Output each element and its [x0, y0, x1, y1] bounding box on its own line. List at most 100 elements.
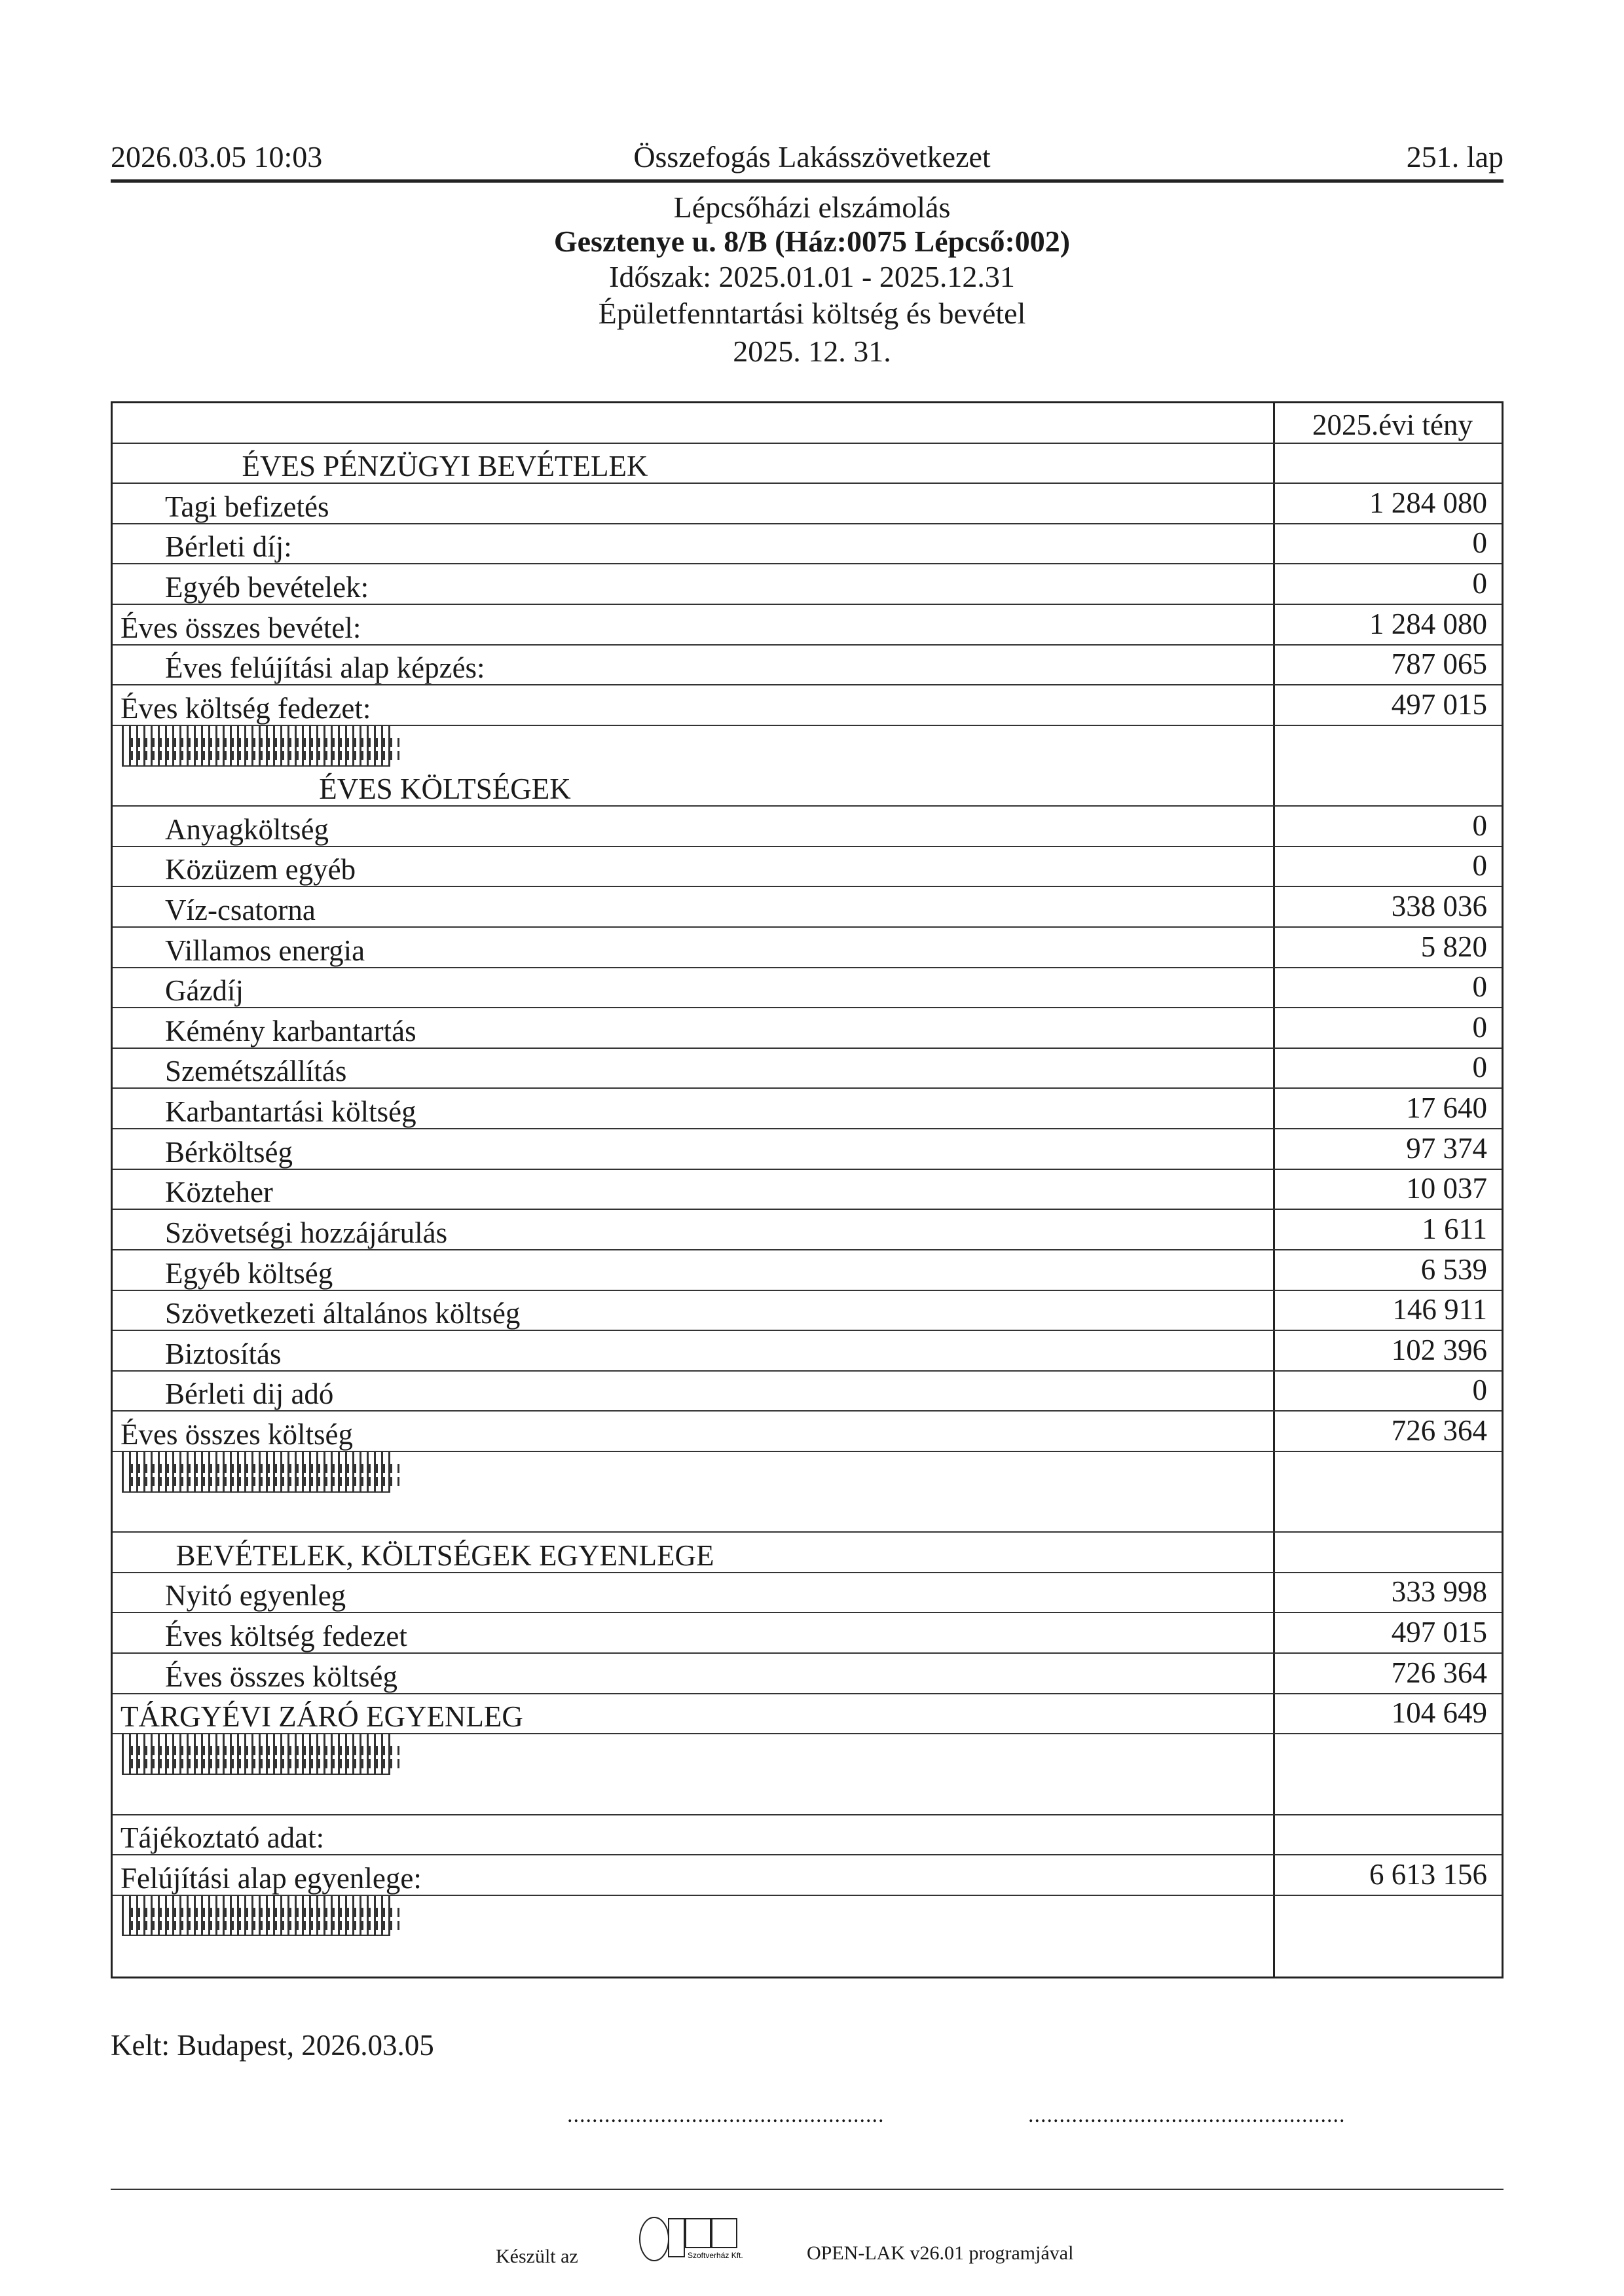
row-value: 0 [1472, 1051, 1488, 1084]
table-row: Éves összes költség 726 364 [113, 1654, 1502, 1694]
row-label: Egyéb költség [165, 1256, 333, 1290]
row-value: 10 037 [1406, 1172, 1487, 1205]
made-with-label: Készült az [496, 2246, 578, 2267]
tick-separator [131, 1759, 399, 1769]
table-row [113, 1775, 1502, 1815]
row-label: TÁRGYÉVI ZÁRÓ EGYENLEG [120, 1700, 523, 1734]
table-row: Nyitó egyenleg 333 998 [113, 1573, 1502, 1614]
tick-separator [131, 750, 399, 760]
row-value: 497 015 [1391, 687, 1487, 721]
table-row: Karbantartási költség 17 640 [113, 1089, 1502, 1130]
table-row: Egyéb bevételek: 0 [113, 564, 1502, 606]
table-row: Tagi befizetés 1 284 080 [113, 484, 1502, 524]
program-credit: OPEN-LAK v26.01 programjával [807, 2242, 1074, 2264]
row-label: Kémény karbantartás [165, 1014, 416, 1048]
row-label: Szemétszállítás [165, 1055, 347, 1088]
column-divider [1273, 403, 1275, 1977]
table-row [113, 1936, 1502, 1977]
row-value: 726 364 [1391, 1656, 1487, 1689]
row-value: 787 065 [1391, 647, 1487, 681]
table-row: Szemétszállítás 0 [113, 1049, 1502, 1089]
signature-line-2: ........................................… [1028, 2103, 1346, 2127]
row-label: Bérköltség [165, 1135, 293, 1169]
separator-row [122, 725, 399, 767]
tick-separator [131, 1477, 399, 1486]
page-number: 251. lap [1406, 140, 1504, 173]
row-value: 0 [1472, 809, 1488, 842]
tick-separator [131, 737, 399, 747]
row-label: Víz-csatorna [165, 893, 316, 926]
row-label: Bérleti díj: [165, 530, 292, 564]
period: Időszak: 2025.01.01 - 2025.12.31 [609, 260, 1015, 293]
row-value: 333 998 [1391, 1575, 1487, 1609]
row-value: 5 820 [1420, 930, 1487, 963]
table-row: Bérleti dij adó 0 [113, 1372, 1502, 1412]
separator-row [122, 1895, 399, 1937]
signature-line-1: ........................................… [567, 2103, 885, 2127]
row-value: 102 396 [1391, 1333, 1487, 1366]
row-label: ÉVES KÖLTSÉGEK [319, 773, 571, 806]
doc-title: Lépcsőházi elszámolás [673, 191, 951, 224]
table-row: Gázdíj 0 [113, 968, 1502, 1009]
row-label: Éves összes bevétel: [120, 611, 361, 644]
row-value: 497 015 [1391, 1616, 1487, 1649]
row-label: Éves felújítási alap képzés: [165, 651, 485, 685]
row-value: 2025.évi tény [1312, 408, 1473, 441]
table-row: Víz-csatorna 338 036 [113, 887, 1502, 928]
row-label: Tagi befizetés [165, 490, 329, 523]
table-row: Szövetségi hozzájárulás 1 611 [113, 1210, 1502, 1250]
table-row: TÁRGYÉVI ZÁRÓ EGYENLEG 104 649 [113, 1694, 1502, 1735]
table-row: Éves összes bevétel: 1 284 080 [113, 605, 1502, 646]
row-label: ÉVES PÉNZÜGYI BEVÉTELEK [242, 450, 648, 483]
table-row: Éves felújítási alap képzés: 787 065 [113, 646, 1502, 686]
table-row: Felújítási alap egyenlege: 6 613 156 [113, 1855, 1502, 1896]
table-row: Éves költség fedezet 497 015 [113, 1613, 1502, 1654]
row-value: 0 [1472, 849, 1488, 883]
row-label: Biztosítás [165, 1337, 282, 1370]
row-value: 6 613 156 [1369, 1857, 1487, 1891]
svg-text:Szoftverház Kft.: Szoftverház Kft. [688, 2251, 743, 2260]
row-label: Bérleti dij adó [165, 1377, 334, 1411]
table-row: ÉVES PÉNZÜGYI BEVÉTELEK [113, 444, 1502, 484]
row-value: 146 911 [1392, 1293, 1487, 1326]
table-header-row: 2025.évi tény [113, 403, 1502, 444]
row-label: Éves összes költség [165, 1660, 397, 1693]
row-value: 97 374 [1406, 1131, 1487, 1165]
table-row: Bérköltség 97 374 [113, 1129, 1502, 1170]
row-label: BEVÉTELEK, KÖLTSÉGEK EGYENLEGE [175, 1539, 714, 1572]
row-label: Gázdíj [165, 974, 244, 1008]
table-row: BEVÉTELEK, KÖLTSÉGEK EGYENLEGE [113, 1533, 1502, 1573]
row-label: Egyéb bevételek: [165, 571, 369, 604]
table-row: Kémény karbantartás 0 [113, 1008, 1502, 1049]
row-value: 17 640 [1406, 1091, 1487, 1125]
row-label: Éves költség fedezet [165, 1620, 407, 1653]
row-label: Nyitó egyenleg [165, 1579, 346, 1613]
row-value: 6 539 [1420, 1252, 1487, 1286]
row-value: 104 649 [1391, 1696, 1487, 1730]
table-row: Szövetkezeti általános költség 146 911 [113, 1291, 1502, 1332]
row-label: Anyagköltség [165, 812, 329, 846]
footer-divider [111, 2189, 1504, 2190]
row-value: 0 [1472, 567, 1488, 600]
table-row: Közüzem egyéb 0 [113, 847, 1502, 888]
report-date: 2025. 12. 31. [733, 335, 891, 368]
row-value: 338 036 [1391, 889, 1487, 922]
table-row: Biztosítás 102 396 [113, 1331, 1502, 1372]
tick-separator [131, 1920, 399, 1930]
tick-separator [131, 1464, 399, 1473]
statement-table: 2025.évi tény ÉVES PÉNZÜGYI BEVÉTELEK Tagi… [111, 401, 1504, 1978]
open-logo: Szoftverház Kft. [638, 2216, 747, 2262]
table-row: Éves összes költség 726 364 [113, 1412, 1502, 1452]
print-datetime: 2026.03.05 10:03 [111, 140, 323, 173]
table-row: Anyagköltség 0 [113, 807, 1502, 847]
address-title: Gesztenye u. 8/B (Ház:0075 Lépcső:002) [553, 225, 1071, 258]
table-row: Közteher 10 037 [113, 1170, 1502, 1211]
row-value: 1 284 080 [1369, 486, 1487, 519]
header-divider [111, 179, 1504, 183]
organization-name: Összefogás Lakásszövetkezet [633, 140, 991, 173]
table-row: Éves költség fedezet: 497 015 [113, 685, 1502, 726]
row-label: Villamos energia [165, 934, 365, 967]
table-row: Villamos energia 5 820 [113, 928, 1502, 968]
row-value: 0 [1472, 1374, 1488, 1407]
place-date: Kelt: Budapest, 2026.03.05 [111, 2029, 434, 2062]
